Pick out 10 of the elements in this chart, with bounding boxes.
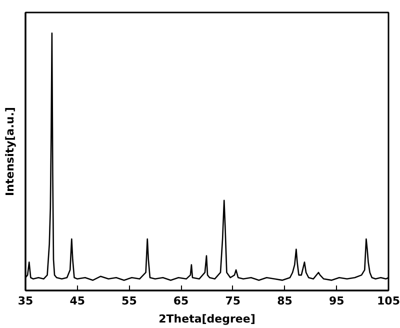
x-tick-label: 35 <box>18 294 34 308</box>
x-tick-label: 45 <box>70 294 86 308</box>
x-tick-label: 85 <box>277 294 292 308</box>
x-tick-label: 75 <box>225 294 241 308</box>
x-tick-label: 95 <box>328 294 344 308</box>
x-tick-label: 55 <box>122 294 137 308</box>
x-tick-label: 105 <box>377 294 400 308</box>
x-axis-title: 2Theta[degree] <box>158 312 256 326</box>
y-axis-title: Intensity[a.u.] <box>4 107 16 196</box>
x-tick-label: 65 <box>173 294 189 308</box>
